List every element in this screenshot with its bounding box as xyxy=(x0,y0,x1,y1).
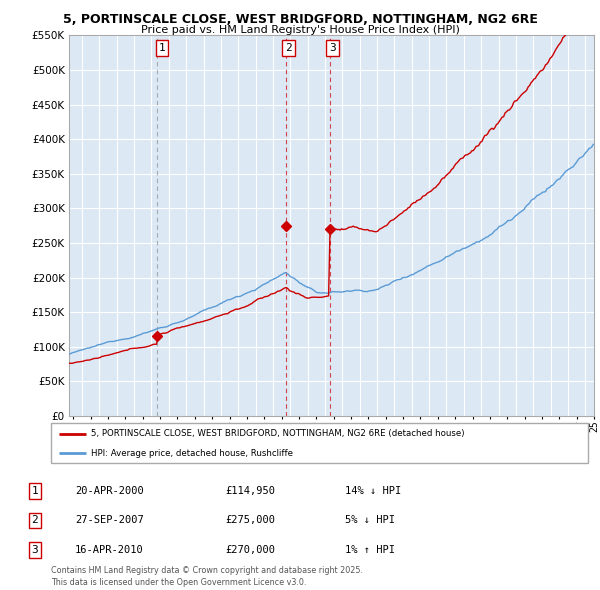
Text: 1: 1 xyxy=(31,486,38,496)
Text: Price paid vs. HM Land Registry's House Price Index (HPI): Price paid vs. HM Land Registry's House … xyxy=(140,25,460,35)
Text: HPI: Average price, detached house, Rushcliffe: HPI: Average price, detached house, Rush… xyxy=(91,448,293,458)
Text: 2: 2 xyxy=(31,516,38,525)
Text: 5, PORTINSCALE CLOSE, WEST BRIDGFORD, NOTTINGHAM, NG2 6RE: 5, PORTINSCALE CLOSE, WEST BRIDGFORD, NO… xyxy=(62,13,538,26)
Text: 3: 3 xyxy=(329,43,336,53)
Text: 27-SEP-2007: 27-SEP-2007 xyxy=(75,516,144,525)
Text: £275,000: £275,000 xyxy=(225,516,275,525)
Text: 14% ↓ HPI: 14% ↓ HPI xyxy=(345,486,401,496)
Text: 1% ↑ HPI: 1% ↑ HPI xyxy=(345,545,395,555)
Text: 5% ↓ HPI: 5% ↓ HPI xyxy=(345,516,395,525)
Text: 3: 3 xyxy=(31,545,38,555)
Text: 16-APR-2010: 16-APR-2010 xyxy=(75,545,144,555)
Text: £270,000: £270,000 xyxy=(225,545,275,555)
Text: 5, PORTINSCALE CLOSE, WEST BRIDGFORD, NOTTINGHAM, NG2 6RE (detached house): 5, PORTINSCALE CLOSE, WEST BRIDGFORD, NO… xyxy=(91,430,465,438)
Text: £114,950: £114,950 xyxy=(225,486,275,496)
Text: 2: 2 xyxy=(285,43,292,53)
Text: 20-APR-2000: 20-APR-2000 xyxy=(75,486,144,496)
Text: Contains HM Land Registry data © Crown copyright and database right 2025.
This d: Contains HM Land Registry data © Crown c… xyxy=(51,566,363,587)
Text: 1: 1 xyxy=(158,43,166,53)
